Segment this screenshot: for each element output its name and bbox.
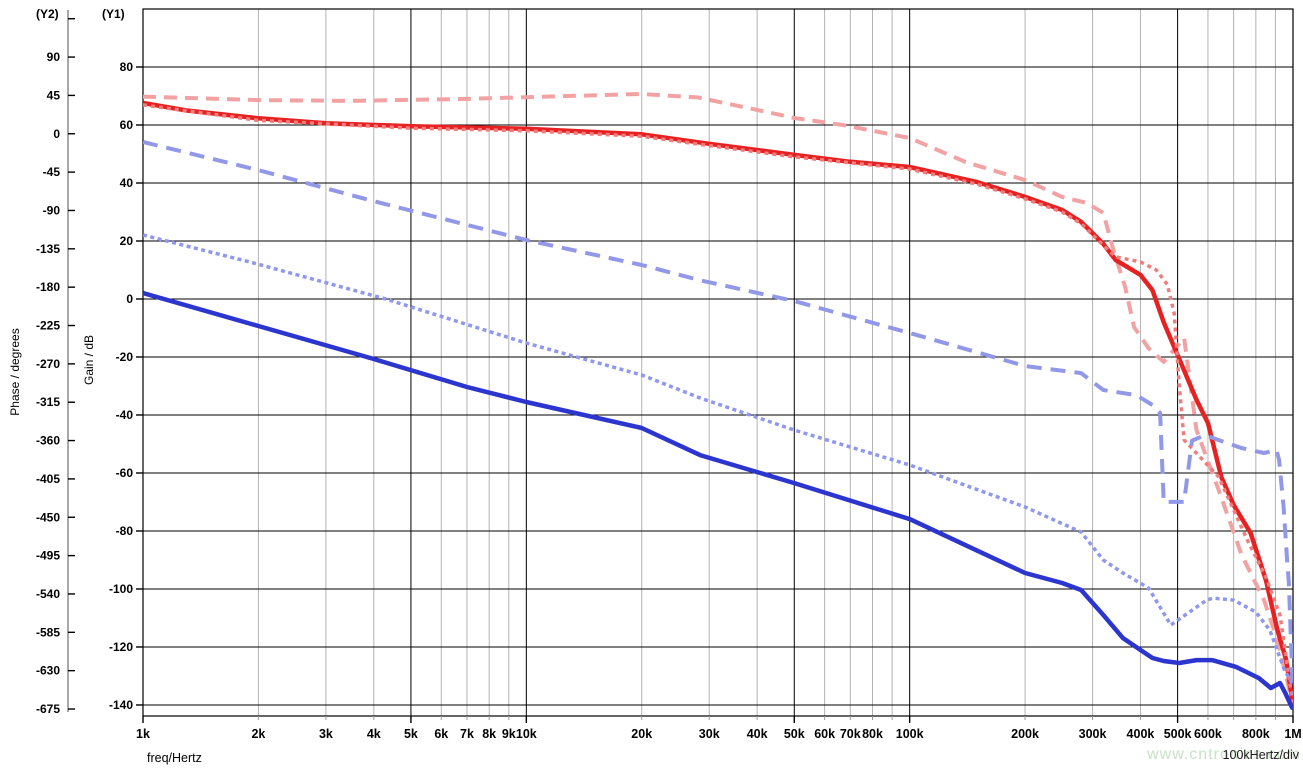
curve-gain-solid — [143, 100, 1293, 706]
y1-tick-label: 20 — [120, 234, 134, 248]
x-tick-label: 2k — [251, 727, 265, 741]
y1-tick-label: -80 — [116, 524, 134, 538]
x-tick-label: 50k — [784, 727, 805, 741]
x-tick-label: 500k — [1164, 727, 1192, 741]
x-tick-label: 5k — [404, 727, 418, 741]
x-tick-label: 4k — [367, 727, 381, 741]
x-scale-note: 100kHertz/div — [1222, 748, 1299, 762]
curve-gain-long-dash — [143, 92, 1293, 706]
curve-phase-short-dash — [143, 233, 1293, 686]
y2-axis-title: Phase / degrees — [8, 328, 22, 416]
y1-tick-label: 60 — [120, 118, 134, 132]
y2-tick-label: -45 — [43, 165, 61, 179]
y1-axis-name: (Y1) — [102, 7, 125, 21]
y1-axis-title: Gain / dB — [82, 334, 96, 386]
y2-tick-label: 45 — [47, 88, 61, 102]
y2-tick-label: -315 — [36, 395, 60, 409]
x-tick-label: 300k — [1079, 727, 1107, 741]
y1-tick-label: -100 — [109, 582, 133, 596]
y1-tick-label: -20 — [116, 350, 134, 364]
x-tick-label: 40k — [747, 727, 768, 741]
y2-tick-label: -630 — [36, 664, 60, 678]
x-tick-label: 80k — [862, 727, 883, 741]
x-tick-label: 600k — [1194, 727, 1222, 741]
y2-tick-label: -540 — [36, 587, 60, 601]
y2-tick-label: -450 — [36, 510, 60, 524]
y2-axis-name: (Y2) — [36, 7, 59, 21]
x-tick-label: 1M — [1284, 727, 1301, 741]
curve-phase-long-dash — [143, 140, 1293, 696]
plot-frame — [142, 8, 1294, 717]
x-tick-label: 6k — [434, 727, 448, 741]
x-tick-label: 800k — [1242, 727, 1270, 741]
x-tick-label: 20k — [631, 727, 652, 741]
y2-tick-label: -135 — [36, 242, 60, 256]
y2-tick-label: -675 — [36, 702, 60, 716]
y1-tick-label: 0 — [126, 292, 133, 306]
x-tick-label: 400k — [1127, 727, 1155, 741]
x-tick-label: 3k — [319, 727, 333, 741]
y1-tick-label: -60 — [116, 466, 134, 480]
x-tick-label: 8k — [482, 727, 496, 741]
y2-tick-label: -270 — [36, 357, 60, 371]
y2-tick-label: 0 — [53, 127, 60, 141]
y2-tick-label: 90 — [47, 50, 61, 64]
x-tick-label: 30k — [699, 727, 720, 741]
watermark: www.cntronics.com — [1147, 746, 1301, 763]
x-tick-label: 1k — [136, 727, 150, 741]
curve-phase-solid — [143, 290, 1293, 711]
x-tick-label: 9k — [502, 727, 516, 741]
y2-tick-label: -585 — [36, 625, 60, 639]
y1-tick-label: 80 — [120, 60, 134, 74]
x-tick-label: 100k — [896, 727, 924, 741]
y2-tick-label: -360 — [36, 434, 60, 448]
y2-tick-label: -225 — [36, 319, 60, 333]
x-tick-label: 60k — [814, 727, 835, 741]
curve-gain-short-dash — [143, 103, 1293, 706]
y2-tick-label: -90 — [43, 203, 61, 217]
y2-tick-label: -180 — [36, 280, 60, 294]
y1-tick-label: 40 — [120, 176, 134, 190]
y2-tick-label: -405 — [36, 472, 60, 486]
x-tick-label: 7k — [460, 727, 474, 741]
y1-tick-label: -40 — [116, 408, 134, 422]
x-tick-label: 200k — [1011, 727, 1039, 741]
x-tick-label: 70k — [840, 727, 861, 741]
x-tick-label: 10k — [516, 727, 537, 741]
y1-tick-label: -140 — [109, 698, 133, 712]
y2-tick-label: -495 — [36, 549, 60, 563]
x-axis-title: freq/Hertz — [147, 751, 202, 765]
y1-tick-label: -120 — [109, 640, 133, 654]
